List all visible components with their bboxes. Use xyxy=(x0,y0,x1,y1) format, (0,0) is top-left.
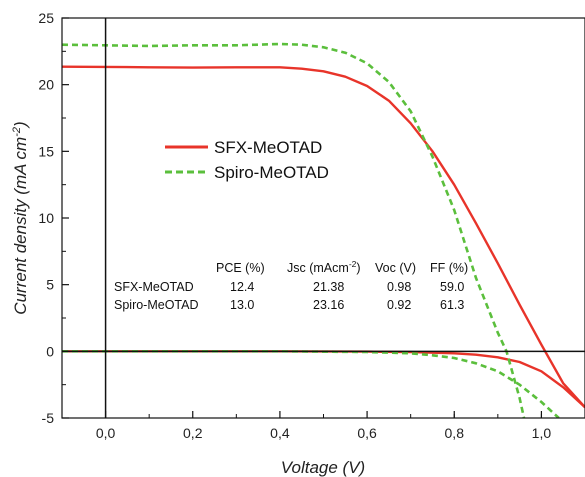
table-row-sfx-name: SFX-MeOTAD xyxy=(114,280,194,294)
table-header-jsc: Jsc (mAcm-2) xyxy=(287,259,361,275)
table-row-spiro-ff: 61.3 xyxy=(440,298,464,312)
spiro-light-curve xyxy=(62,42,526,418)
x-tick-label: 1,0 xyxy=(532,425,552,441)
spiro-dark-curve xyxy=(62,349,560,418)
y-tick-label: 15 xyxy=(38,143,54,159)
y-tick-label: 0 xyxy=(46,343,54,359)
table-header-ff: FF (%) xyxy=(430,261,468,275)
table-row-sfx-voc: 0.98 xyxy=(387,280,411,294)
x-tick-label: 0,6 xyxy=(357,425,377,441)
table-row-sfx-jsc: 21.38 xyxy=(313,280,344,294)
x-tick-label: 0,2 xyxy=(183,425,203,441)
y-tick-label: 25 xyxy=(38,10,54,26)
sfx-light-curve xyxy=(62,65,585,409)
legend: SFX-MeOTAD Spiro-MeOTAD xyxy=(165,138,329,182)
x-tick-label: 0,0 xyxy=(96,425,116,441)
legend-label-spiro: Spiro-MeOTAD xyxy=(214,163,329,182)
table-row-spiro-pce: 13.0 xyxy=(230,298,254,312)
table-row-sfx-pce: 12.4 xyxy=(230,280,254,294)
x-axis-title: Voltage (V) xyxy=(281,458,365,477)
table-row-spiro-name: Spiro-MeOTAD xyxy=(114,298,199,312)
table-row-spiro-voc: 0.92 xyxy=(387,298,411,312)
legend-label-sfx: SFX-MeOTAD xyxy=(214,138,322,157)
sfx-dark-curve xyxy=(62,350,585,409)
x-tick-label: 0,4 xyxy=(270,425,290,441)
table-header-voc: Voc (V) xyxy=(375,261,416,275)
table-header-pce: PCE (%) xyxy=(216,261,265,275)
table-row-sfx-ff: 59.0 xyxy=(440,280,464,294)
y-tick-label: 10 xyxy=(38,210,54,226)
table-row-spiro-jsc: 23.16 xyxy=(313,298,344,312)
y-axis-title: Current density (mA cm-2) xyxy=(11,121,30,314)
y-tick-label: 5 xyxy=(46,277,54,293)
y-tick-label: 20 xyxy=(38,77,54,93)
metrics-table: PCE (%) Jsc (mAcm-2) Voc (V) FF (%) SFX-… xyxy=(114,259,468,312)
x-tick-label: 0,8 xyxy=(445,425,465,441)
y-tick-label: -5 xyxy=(42,410,55,426)
